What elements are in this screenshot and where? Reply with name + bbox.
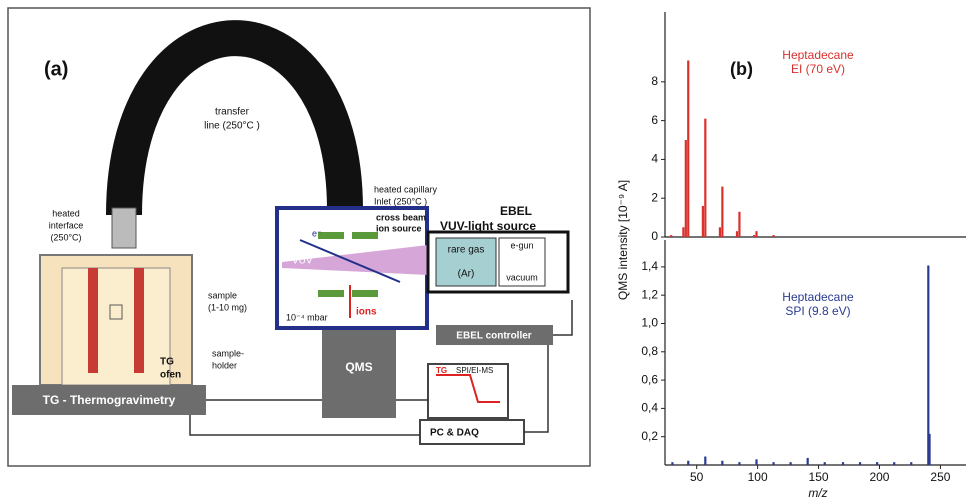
label: EBEL controller [456,331,531,342]
panel-label: (b) [730,59,753,79]
label: line (250°C ) [204,121,260,132]
electrode [318,232,344,239]
y-tick-label: 1,4 [641,259,658,273]
label: TG [160,357,174,368]
y-tick-label: 2 [651,190,658,204]
label: VUV [292,256,313,267]
y-tick-label: 0,2 [641,429,658,443]
bar [685,140,687,237]
bar [753,235,755,237]
label: QMS [345,360,372,374]
y-axis-label: QMS intensity [10⁻⁹ A] [616,180,630,300]
label: e-gun [510,240,533,250]
label: 10⁻⁴ mbar [286,312,328,322]
label: heated capillary [374,184,438,194]
figure: (a) transfer line (250°C ) heated interf… [0,0,968,501]
bar [721,461,723,465]
y-tick-label: 0 [651,229,658,243]
bar [687,60,689,237]
label: transfer [215,107,250,118]
annotation: Heptadecane [782,48,854,62]
annotation: SPI (9.8 eV) [785,304,850,318]
bar [859,462,861,465]
label: sample- [212,348,244,358]
label: TG - Thermogravimetry [43,393,176,407]
label: rare gas [448,245,485,256]
label: e⁻ [312,228,322,238]
label: holder [212,360,237,370]
label: PC & DAQ [430,428,479,439]
label: cross beam [376,212,426,222]
electrode [318,290,344,297]
label: sample [208,290,237,300]
bar [682,227,684,237]
bar [687,461,689,465]
label: ion source [376,223,422,233]
y-tick-label: 1,2 [641,287,658,301]
panel-label: (a) [44,58,68,80]
label: VUV-light source [440,219,536,233]
y-tick-label: 0,8 [641,344,658,358]
heater [134,268,144,373]
bar [824,462,826,465]
y-tick-label: 0,4 [641,401,658,415]
label: SPI/EI-MS [456,366,493,375]
y-tick-label: 6 [651,113,658,127]
bar [876,462,878,465]
annotation: Heptadecane [782,290,854,304]
x-tick-label: 50 [690,470,704,484]
connector [112,208,136,248]
electrode [352,290,378,297]
electrode [352,232,378,239]
bar [719,227,721,237]
oven-inner [62,268,170,385]
bar [842,462,844,465]
bar [928,434,930,465]
bar [790,462,792,465]
label: interface [49,220,84,230]
label: vacuum [506,272,538,282]
bar [910,462,912,465]
bar [755,459,757,465]
label: (250°C) [50,232,81,242]
label: Inlet (250°C ) [374,196,427,206]
label: ions [356,307,377,318]
y-tick-label: 1,0 [641,316,658,330]
bar [702,206,704,237]
bar [721,187,723,237]
bar [704,119,706,237]
heater [88,268,98,373]
bar [736,231,738,237]
x-tick-label: 150 [809,470,829,484]
bar [755,231,757,237]
annotation: EI (70 eV) [791,62,845,76]
label: ofen [160,370,181,381]
bar [670,235,672,237]
label: (Ar) [458,269,475,280]
bar [738,212,740,237]
label: heated [52,208,80,218]
diagram: (a) transfer line (250°C ) heated interf… [8,8,590,466]
x-tick-label: 100 [748,470,768,484]
bar [772,235,774,237]
label: TG [436,366,447,375]
y-tick-label: 0,6 [641,372,658,386]
bar [704,457,706,465]
label: (1-10 mg) [208,302,247,312]
bar [772,462,774,465]
y-tick-label: 4 [651,152,658,166]
page: (a) transfer line (250°C ) heated interf… [0,0,968,501]
bar [807,458,809,465]
bar [738,462,740,465]
x-tick-label: 200 [869,470,889,484]
y-tick-label: 8 [651,74,658,88]
label: EBEL [500,204,532,218]
x-axis-label: m/z [808,486,827,500]
bar [671,462,673,465]
bar [893,462,895,465]
x-tick-label: 250 [930,470,950,484]
